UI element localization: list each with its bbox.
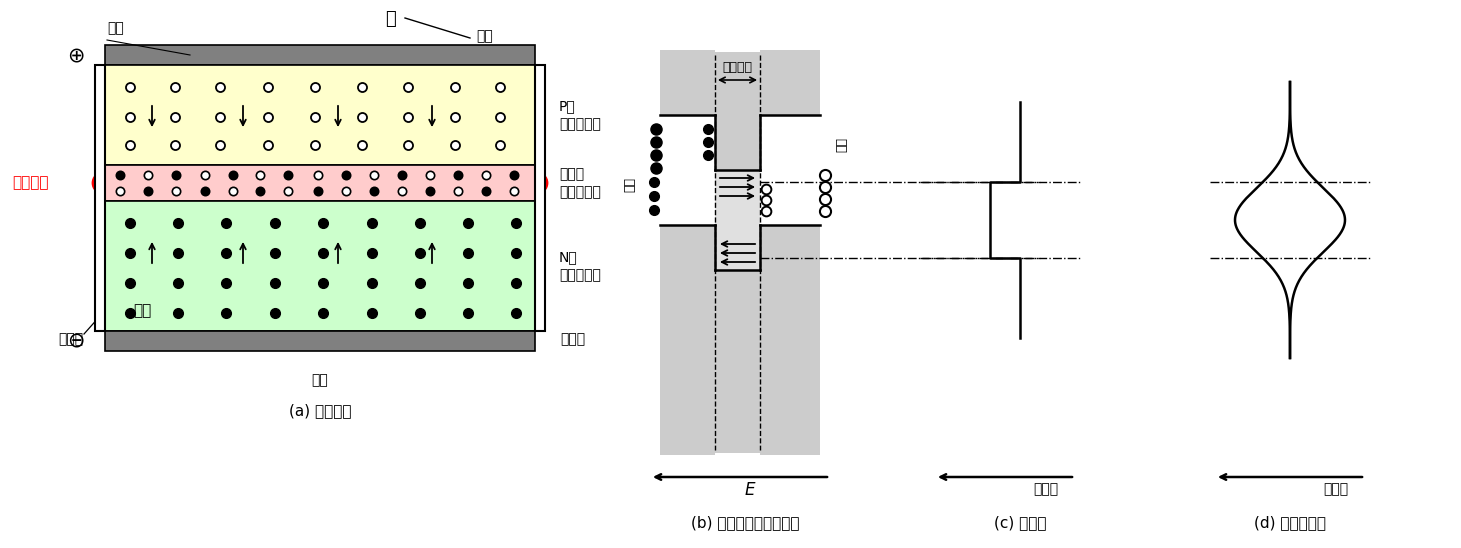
Text: P型
クラッド層: P型 クラッド層: [560, 99, 600, 131]
Text: 光: 光: [384, 10, 396, 28]
Text: レーザ光: レーザ光: [12, 175, 48, 191]
Bar: [660, 52, 820, 453]
Bar: [660, 50, 714, 115]
Text: 禁制帯幅: 禁制帯幅: [723, 61, 752, 74]
Text: 発光層
（活性層）: 発光層 （活性層）: [560, 167, 600, 199]
Text: 電極: 電極: [311, 373, 329, 387]
Text: 電極: 電極: [476, 29, 492, 43]
Text: 正孔: 正孔: [107, 21, 124, 35]
Bar: [105, 331, 535, 351]
Bar: [714, 170, 760, 270]
Bar: [105, 45, 535, 65]
Bar: [714, 170, 760, 270]
Bar: [105, 65, 535, 165]
Text: (b) エネルギーバンド図: (b) エネルギーバンド図: [691, 515, 799, 530]
Text: 反射鏡: 反射鏡: [58, 332, 83, 346]
Text: 屈折率: 屈折率: [1033, 482, 1058, 496]
Text: 光強度: 光強度: [1322, 482, 1349, 496]
Text: (c) 屈折率: (c) 屈折率: [993, 515, 1046, 530]
Text: (a) 構造概略: (a) 構造概略: [289, 403, 351, 418]
Bar: [660, 115, 714, 225]
Text: 電子: 電子: [133, 304, 152, 318]
Bar: [95, 65, 105, 331]
Bar: [105, 165, 535, 201]
Text: ⊖: ⊖: [67, 331, 85, 351]
Text: (d) 光強度分布: (d) 光強度分布: [1254, 515, 1327, 530]
Text: 電子: 電子: [624, 178, 637, 192]
Text: 正孔: 正孔: [836, 138, 849, 152]
Bar: [760, 225, 820, 455]
Text: N型
クラッド層: N型 クラッド層: [560, 250, 600, 282]
Bar: [535, 65, 545, 331]
Text: E: E: [745, 481, 755, 499]
Bar: [660, 225, 714, 455]
Bar: [760, 50, 820, 115]
Text: 反射鏡: 反射鏡: [560, 332, 584, 346]
Text: ⊕: ⊕: [67, 45, 85, 65]
Bar: [760, 115, 820, 225]
Bar: [105, 201, 535, 331]
